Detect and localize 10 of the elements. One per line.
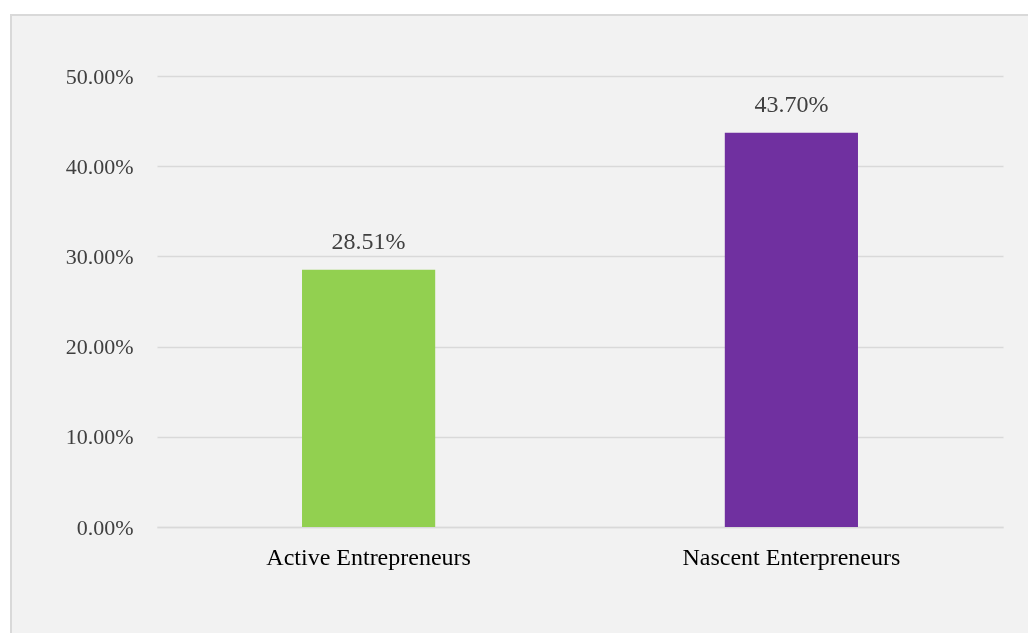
y-tick-label: 30.00% (65, 243, 134, 269)
x-tick-label: Nascent Enterpreneurs (682, 543, 901, 570)
y-tick-label: 20.00% (65, 334, 134, 360)
x-tick-label: Active Entrepreneurs (266, 543, 471, 570)
data-label: 43.70% (754, 90, 829, 117)
y-tick-label: 0.00% (76, 514, 134, 540)
data-label: 28.51% (331, 227, 406, 254)
y-tick-label: 40.00% (65, 153, 134, 179)
y-tick-label: 50.00% (65, 63, 134, 89)
y-tick-label: 10.00% (65, 424, 134, 450)
